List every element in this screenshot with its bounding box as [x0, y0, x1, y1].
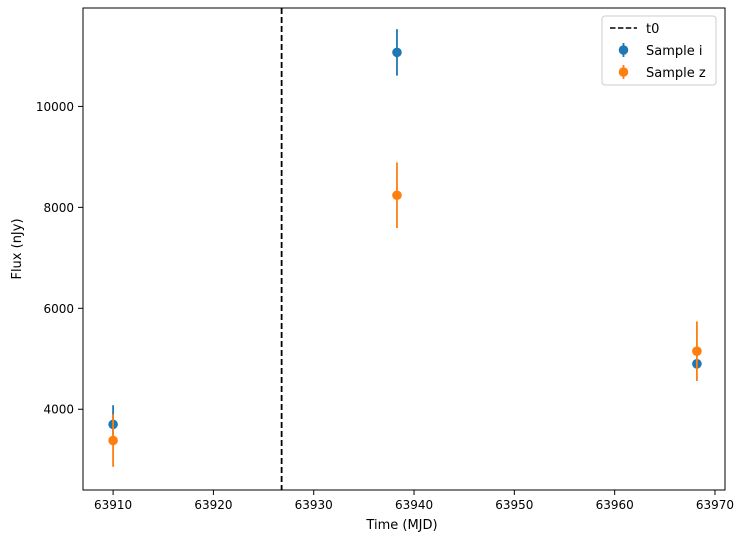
data-point-sample-z-0 — [108, 435, 118, 446]
x-axis-ticks: 63910 63920 63930 63940 63950 63960 63970 — [94, 490, 734, 512]
x-tick-label: 63940 — [395, 498, 433, 512]
x-tick-label: 63970 — [696, 498, 734, 512]
axes-border — [82, 7, 726, 491]
plot-content — [108, 8, 702, 490]
legend-box — [601, 15, 717, 86]
data-point-sample-z-1 — [392, 190, 402, 201]
legend-point-marker — [618, 45, 629, 55]
data-point-sample-z-2 — [692, 346, 702, 357]
y-tick-label: 4000 — [43, 403, 74, 417]
y-axis-ticks: 4000 6000 8000 10000 — [36, 100, 83, 417]
axes-frame — [82, 7, 726, 491]
y-tick-label: 8000 — [43, 201, 74, 215]
legend-series: Sample i Sample z — [618, 43, 706, 81]
legend-series-label: Sample i — [646, 44, 703, 59]
y-axis-label: Flux (nJy) — [10, 218, 25, 279]
x-tick-label: 63950 — [495, 498, 533, 512]
y-tick-label: 10000 — [36, 100, 74, 114]
legend-t0-label: t0 — [646, 22, 659, 37]
x-tick-label: 63960 — [596, 498, 634, 512]
legend-series-label: Sample z — [646, 66, 706, 81]
x-tick-label: 63930 — [295, 498, 333, 512]
x-tick-label: 63920 — [194, 498, 232, 512]
x-tick-label: 63910 — [94, 498, 132, 512]
data-point-sample-i-1 — [392, 47, 402, 58]
legend: t0 Sample i Sample z — [601, 15, 717, 86]
x-axis-label: Time (MJD) — [365, 518, 437, 533]
y-tick-label: 6000 — [43, 302, 74, 316]
legend-point-marker — [618, 67, 629, 77]
